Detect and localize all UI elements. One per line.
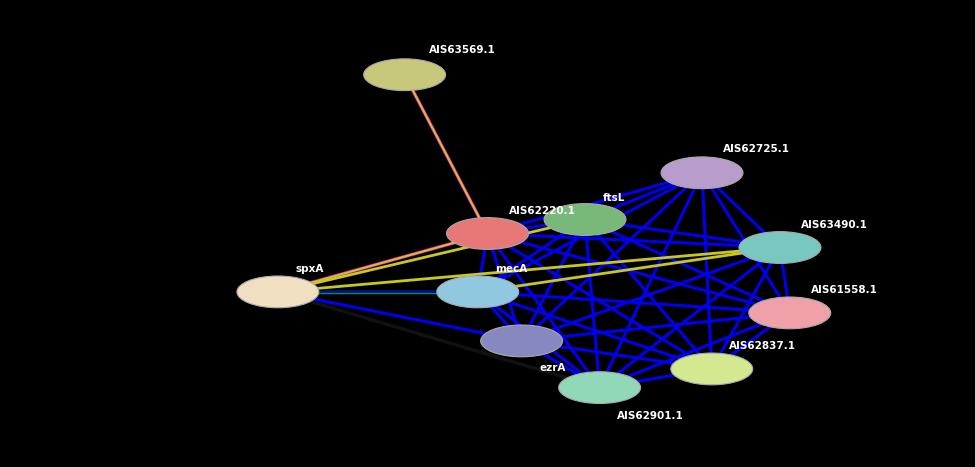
Ellipse shape xyxy=(237,276,319,308)
Ellipse shape xyxy=(364,59,446,91)
Ellipse shape xyxy=(739,232,821,263)
Text: spxA: spxA xyxy=(295,264,324,274)
Text: AIS63490.1: AIS63490.1 xyxy=(801,220,869,230)
Text: ezrA: ezrA xyxy=(539,363,566,373)
Text: mecA: mecA xyxy=(495,264,527,274)
Ellipse shape xyxy=(481,325,563,357)
Text: AIS62220.1: AIS62220.1 xyxy=(509,206,576,216)
Text: ftsL: ftsL xyxy=(603,193,625,203)
Ellipse shape xyxy=(447,218,528,249)
Text: AIS62725.1: AIS62725.1 xyxy=(723,144,791,154)
Ellipse shape xyxy=(437,276,519,308)
Text: AIS62901.1: AIS62901.1 xyxy=(617,411,683,421)
Ellipse shape xyxy=(661,157,743,189)
Text: AIS62837.1: AIS62837.1 xyxy=(729,341,797,351)
Ellipse shape xyxy=(559,372,641,403)
Ellipse shape xyxy=(749,297,831,329)
Text: AIS63569.1: AIS63569.1 xyxy=(429,45,495,55)
Ellipse shape xyxy=(671,353,753,385)
Text: AIS61558.1: AIS61558.1 xyxy=(811,285,878,295)
Ellipse shape xyxy=(544,204,626,235)
